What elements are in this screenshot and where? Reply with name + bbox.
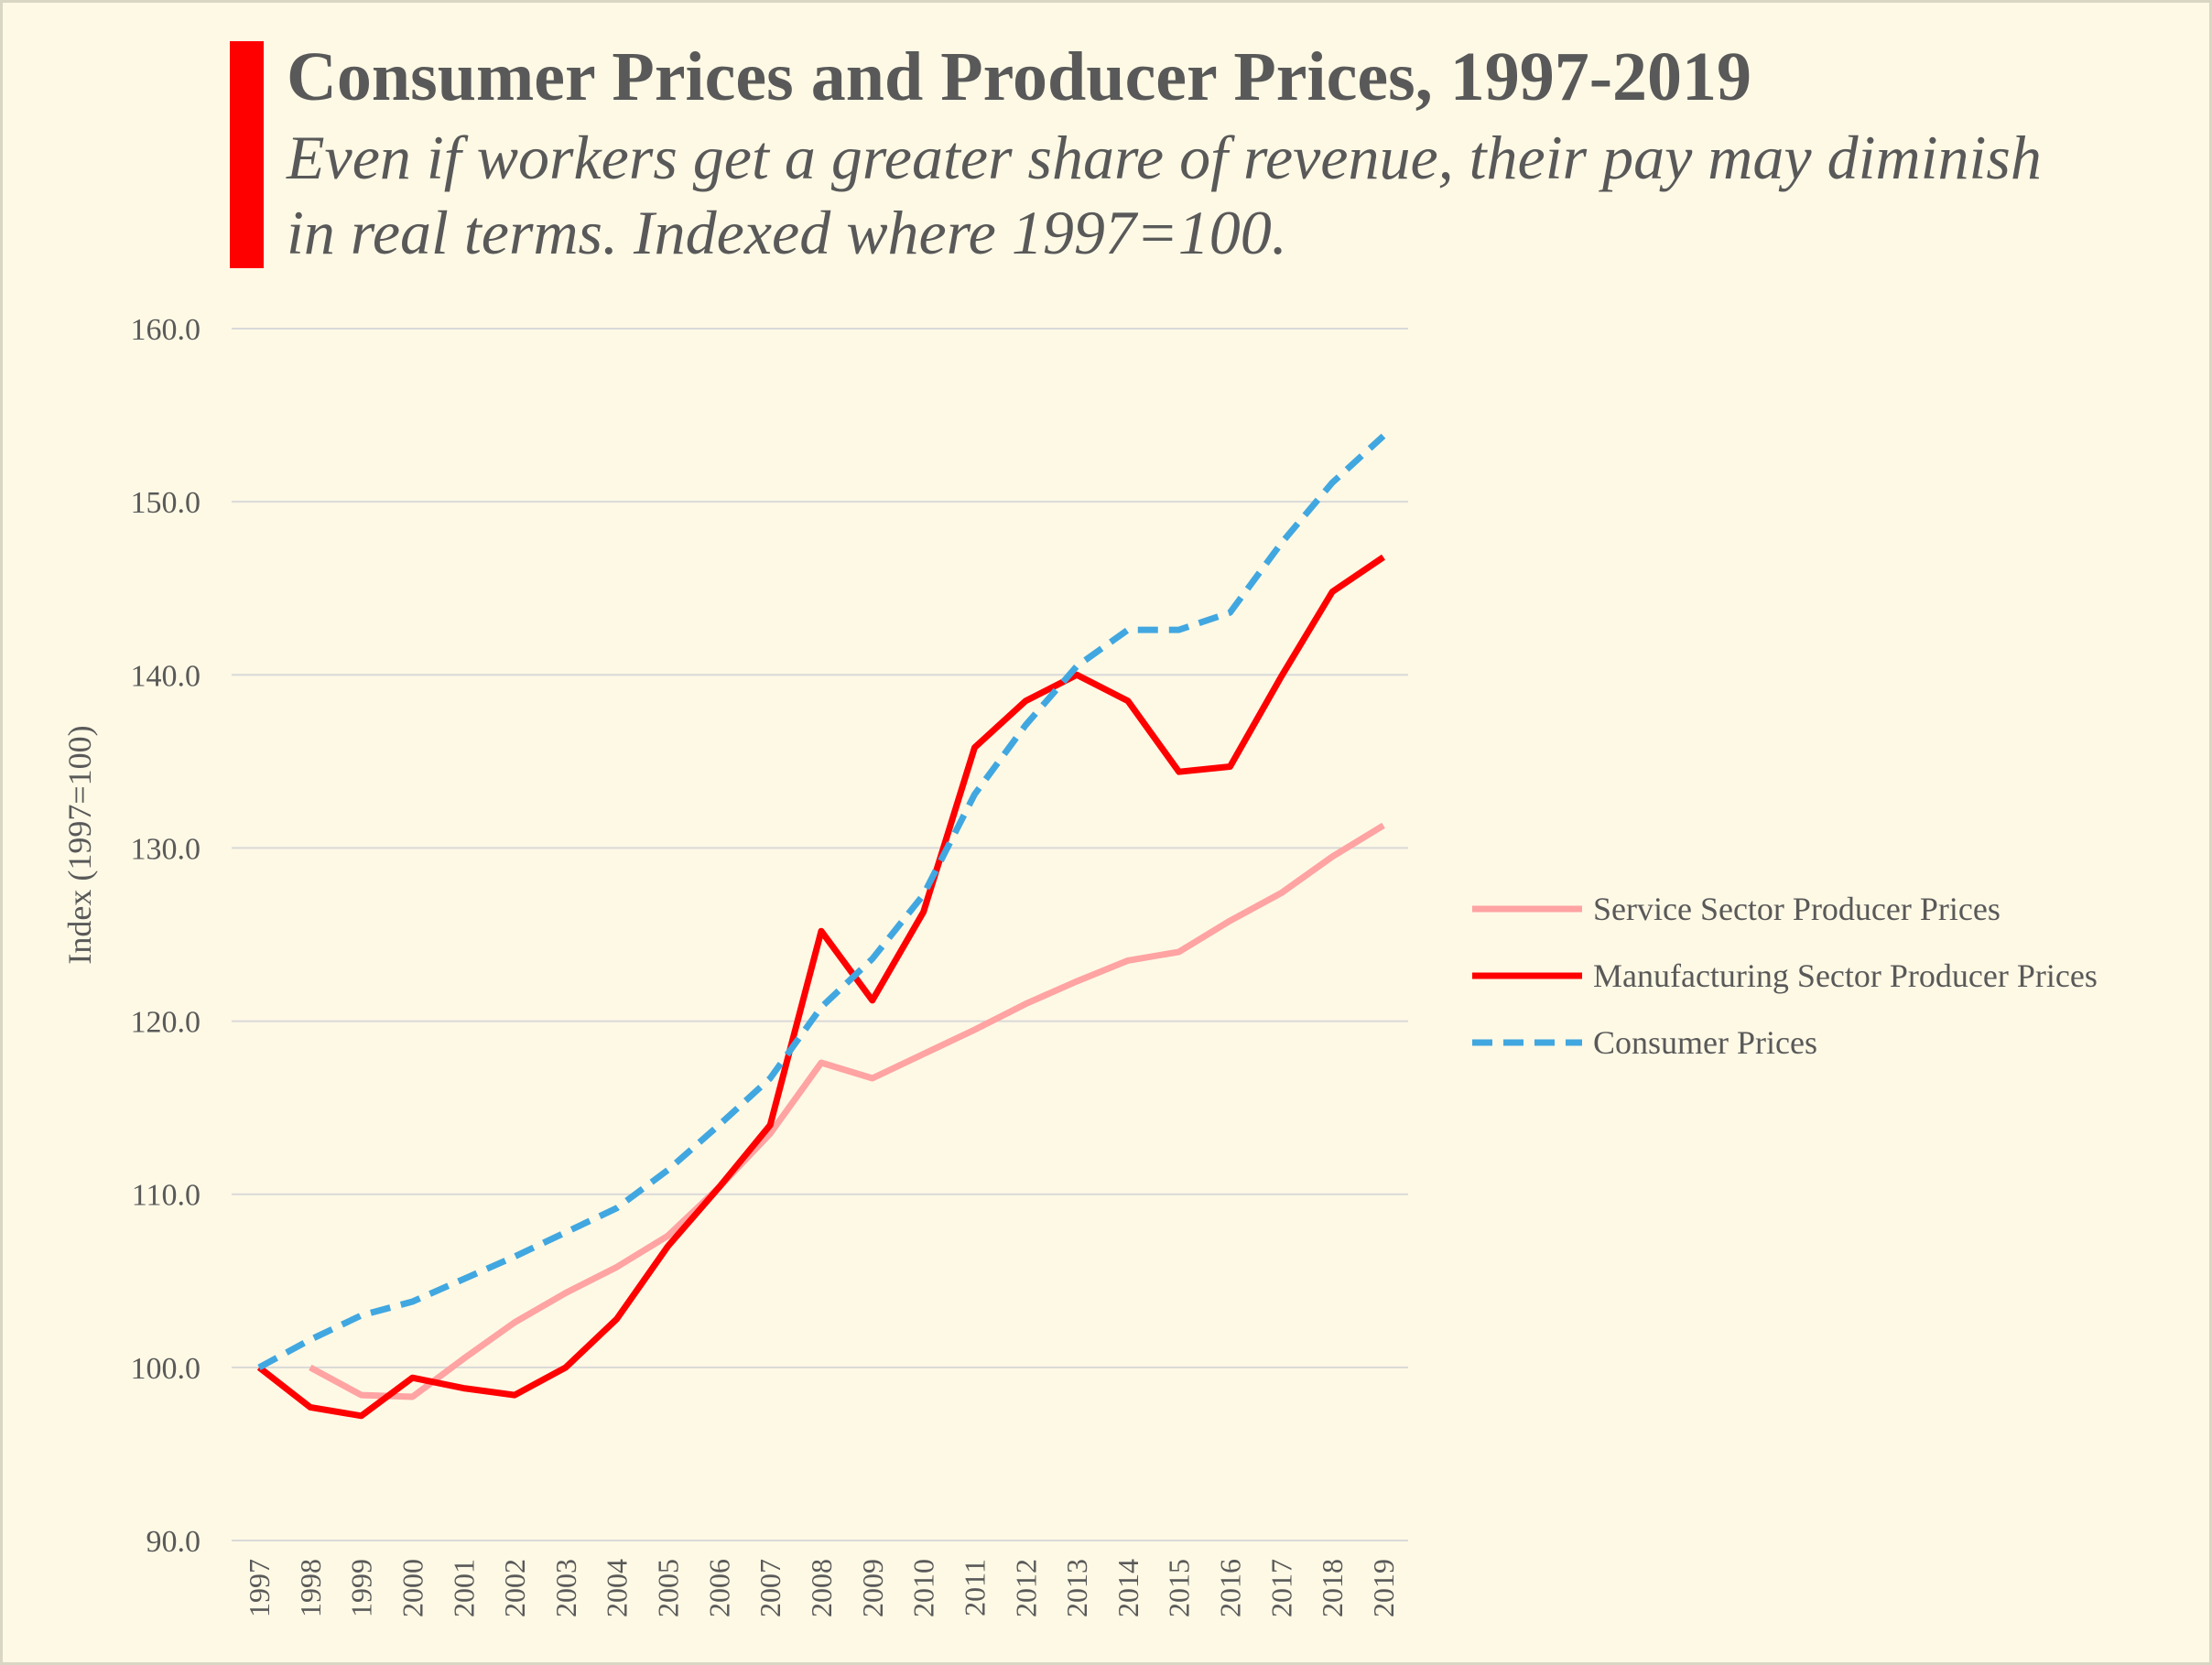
x-tick-label: 2008 xyxy=(805,1559,838,1617)
y-tick-label: 110.0 xyxy=(132,1179,201,1213)
x-tick-label: 2006 xyxy=(702,1559,735,1617)
x-tick-label: 2009 xyxy=(856,1559,889,1617)
chart-subtitle: Even if workers get a greater share of r… xyxy=(287,123,2042,267)
x-tick-label: 2016 xyxy=(1214,1559,1247,1617)
x-tick-label: 2004 xyxy=(601,1559,634,1617)
y-tick-label: 120.0 xyxy=(131,1006,201,1040)
x-tick-label: 1997 xyxy=(243,1559,276,1617)
y-axis-label: Index (1997=100) xyxy=(61,725,98,964)
x-tick-label: 2012 xyxy=(1009,1559,1042,1617)
series-line xyxy=(256,554,1385,1420)
y-tick-label: 160.0 xyxy=(131,313,201,347)
y-tick-label: 100.0 xyxy=(131,1352,201,1386)
x-tick-label: 1999 xyxy=(345,1559,378,1617)
legend-label: Consumer Prices xyxy=(1593,1024,1817,1061)
x-tick-label: 2005 xyxy=(652,1559,685,1617)
x-tick-label: 2000 xyxy=(396,1559,428,1617)
y-tick-label: 90.0 xyxy=(146,1525,201,1559)
y-tick-label: 130.0 xyxy=(131,832,201,866)
x-tick-label: 2013 xyxy=(1060,1559,1093,1617)
series-lines xyxy=(256,433,1386,1420)
x-tick-label: 2018 xyxy=(1316,1559,1349,1617)
series-line xyxy=(257,433,1386,1370)
x-tick-label: 2010 xyxy=(907,1559,940,1617)
gridlines xyxy=(232,328,1408,1541)
x-tick-label: 1998 xyxy=(294,1559,327,1617)
x-axis-ticks: 1997 1998 1999 2000 2001 2002 2003 2004 2005 2006… xyxy=(243,1559,1400,1617)
x-tick-label: 2014 xyxy=(1111,1559,1144,1617)
x-tick-label: 2017 xyxy=(1264,1559,1297,1617)
x-tick-label: 2001 xyxy=(447,1559,480,1617)
x-tick-label: 2002 xyxy=(498,1559,531,1617)
x-tick-label: 2015 xyxy=(1163,1559,1196,1617)
legend-label: Manufacturing Sector Producer Prices xyxy=(1593,957,2098,994)
legend-label: Service Sector Producer Prices xyxy=(1593,891,2001,927)
series-line xyxy=(309,822,1385,1400)
y-axis-ticks: 90.0 100.0 110.0 120.0 130.0 140.0 150.0 160.0 xyxy=(131,313,201,1559)
y-tick-label: 150.0 xyxy=(131,486,201,520)
y-tick-label: 140.0 xyxy=(131,659,201,693)
x-tick-label: 2011 xyxy=(958,1559,991,1616)
x-tick-label: 2007 xyxy=(754,1559,786,1617)
legend: Service Sector Producer Prices Manufactur… xyxy=(1472,891,2098,1061)
x-tick-label: 2003 xyxy=(549,1559,582,1617)
chart-title: Consumer Prices and Producer Prices, 199… xyxy=(287,38,1752,115)
line-chart: 90.0100.0110.0120.0130.0140.0150.0160.0 … xyxy=(61,313,2098,1617)
title-accent-bar xyxy=(230,41,264,268)
x-tick-label: 2019 xyxy=(1367,1559,1400,1617)
